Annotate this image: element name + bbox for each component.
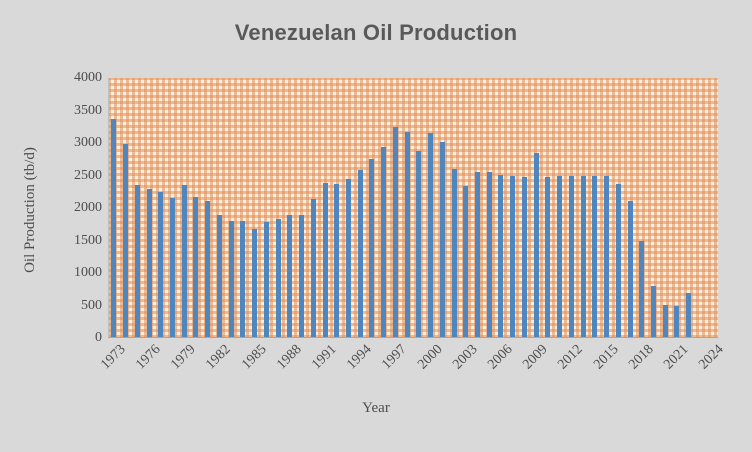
bar	[463, 185, 469, 338]
bar	[310, 198, 316, 338]
bar	[674, 306, 680, 338]
bar	[592, 176, 598, 338]
x-tick-label: 2012	[555, 342, 586, 373]
bar	[345, 178, 351, 338]
bar	[287, 214, 293, 338]
y-tick-label: 0	[95, 330, 102, 345]
bar	[193, 196, 199, 338]
x-tick-label: 1991	[309, 342, 340, 373]
bar	[111, 118, 117, 338]
bar	[627, 200, 633, 338]
y-tick-label: 2000	[74, 200, 102, 215]
bar	[240, 221, 246, 338]
bar	[181, 184, 187, 338]
x-tick-label: 2000	[414, 342, 446, 373]
bar	[557, 175, 563, 338]
y-tick-label: 3500	[74, 102, 102, 118]
bar	[439, 142, 445, 338]
x-axis-title: Year	[362, 400, 390, 416]
bar	[545, 177, 551, 338]
bar	[123, 144, 129, 338]
bar	[498, 174, 504, 338]
bar	[252, 228, 258, 338]
bar	[486, 171, 492, 338]
bar	[686, 292, 692, 338]
bar	[263, 221, 269, 338]
x-tick-label: 1973	[98, 342, 129, 373]
chart-title: Venezuelan Oil Production	[234, 20, 518, 45]
bar	[650, 286, 656, 338]
y-tick-label: 4000	[74, 70, 102, 85]
bar	[521, 176, 527, 338]
y-tick-label: 1500	[74, 232, 102, 248]
y-tick-label: 500	[81, 297, 102, 313]
bar	[510, 176, 516, 338]
x-tick-label: 2006	[485, 342, 516, 373]
x-tick-label: 2015	[590, 342, 622, 373]
x-tick-label: 2018	[625, 342, 657, 373]
x-tick-label: 2009	[520, 342, 551, 373]
bar	[604, 176, 610, 338]
bar	[228, 221, 234, 338]
x-tick-label: 2021	[661, 342, 692, 373]
x-tick-label: 1979	[168, 342, 199, 373]
y-axis-ticks: 4000 3500 3000 2500 2000 1500 1000 500 0	[46, 70, 102, 346]
bar	[158, 192, 164, 338]
bar	[170, 197, 176, 338]
bar	[533, 152, 539, 338]
bar	[416, 150, 422, 338]
bar	[451, 169, 457, 338]
bar	[275, 219, 281, 338]
y-tick-label: 3000	[74, 135, 102, 150]
bar	[392, 127, 398, 338]
y-axis-title: Oil Production (tb/d)	[22, 147, 38, 273]
bar	[568, 175, 574, 338]
bar	[615, 183, 621, 338]
bar	[475, 171, 481, 338]
x-tick-label: 2003	[449, 342, 481, 373]
bar	[146, 188, 152, 338]
bar	[639, 241, 645, 338]
x-tick-label: 1988	[274, 342, 305, 373]
bar	[580, 175, 586, 338]
bar	[428, 133, 434, 338]
x-axis-ticks: 1973 1976 1979 1982 1985 1988 1991 1994 1997 2000…	[98, 338, 727, 398]
x-tick-label: 1994	[344, 342, 375, 373]
bar	[369, 159, 375, 338]
bar	[662, 304, 668, 338]
bar	[322, 183, 328, 338]
x-tick-label: 1985	[238, 342, 270, 373]
x-tick-label: 2024	[696, 342, 727, 373]
x-tick-label: 1997	[379, 342, 410, 373]
bar	[134, 185, 140, 338]
bar	[299, 214, 305, 338]
bar	[334, 183, 340, 338]
bar	[205, 200, 211, 338]
bar	[216, 214, 222, 338]
bar	[381, 146, 387, 338]
bar	[357, 169, 363, 338]
x-tick-label: 1982	[203, 342, 235, 373]
y-tick-label: 1000	[74, 265, 102, 280]
plot-area	[108, 78, 718, 338]
bar	[404, 131, 410, 338]
y-tick-label: 2500	[74, 167, 102, 183]
x-tick-label: 1976	[133, 342, 164, 373]
bar-series	[108, 78, 718, 338]
